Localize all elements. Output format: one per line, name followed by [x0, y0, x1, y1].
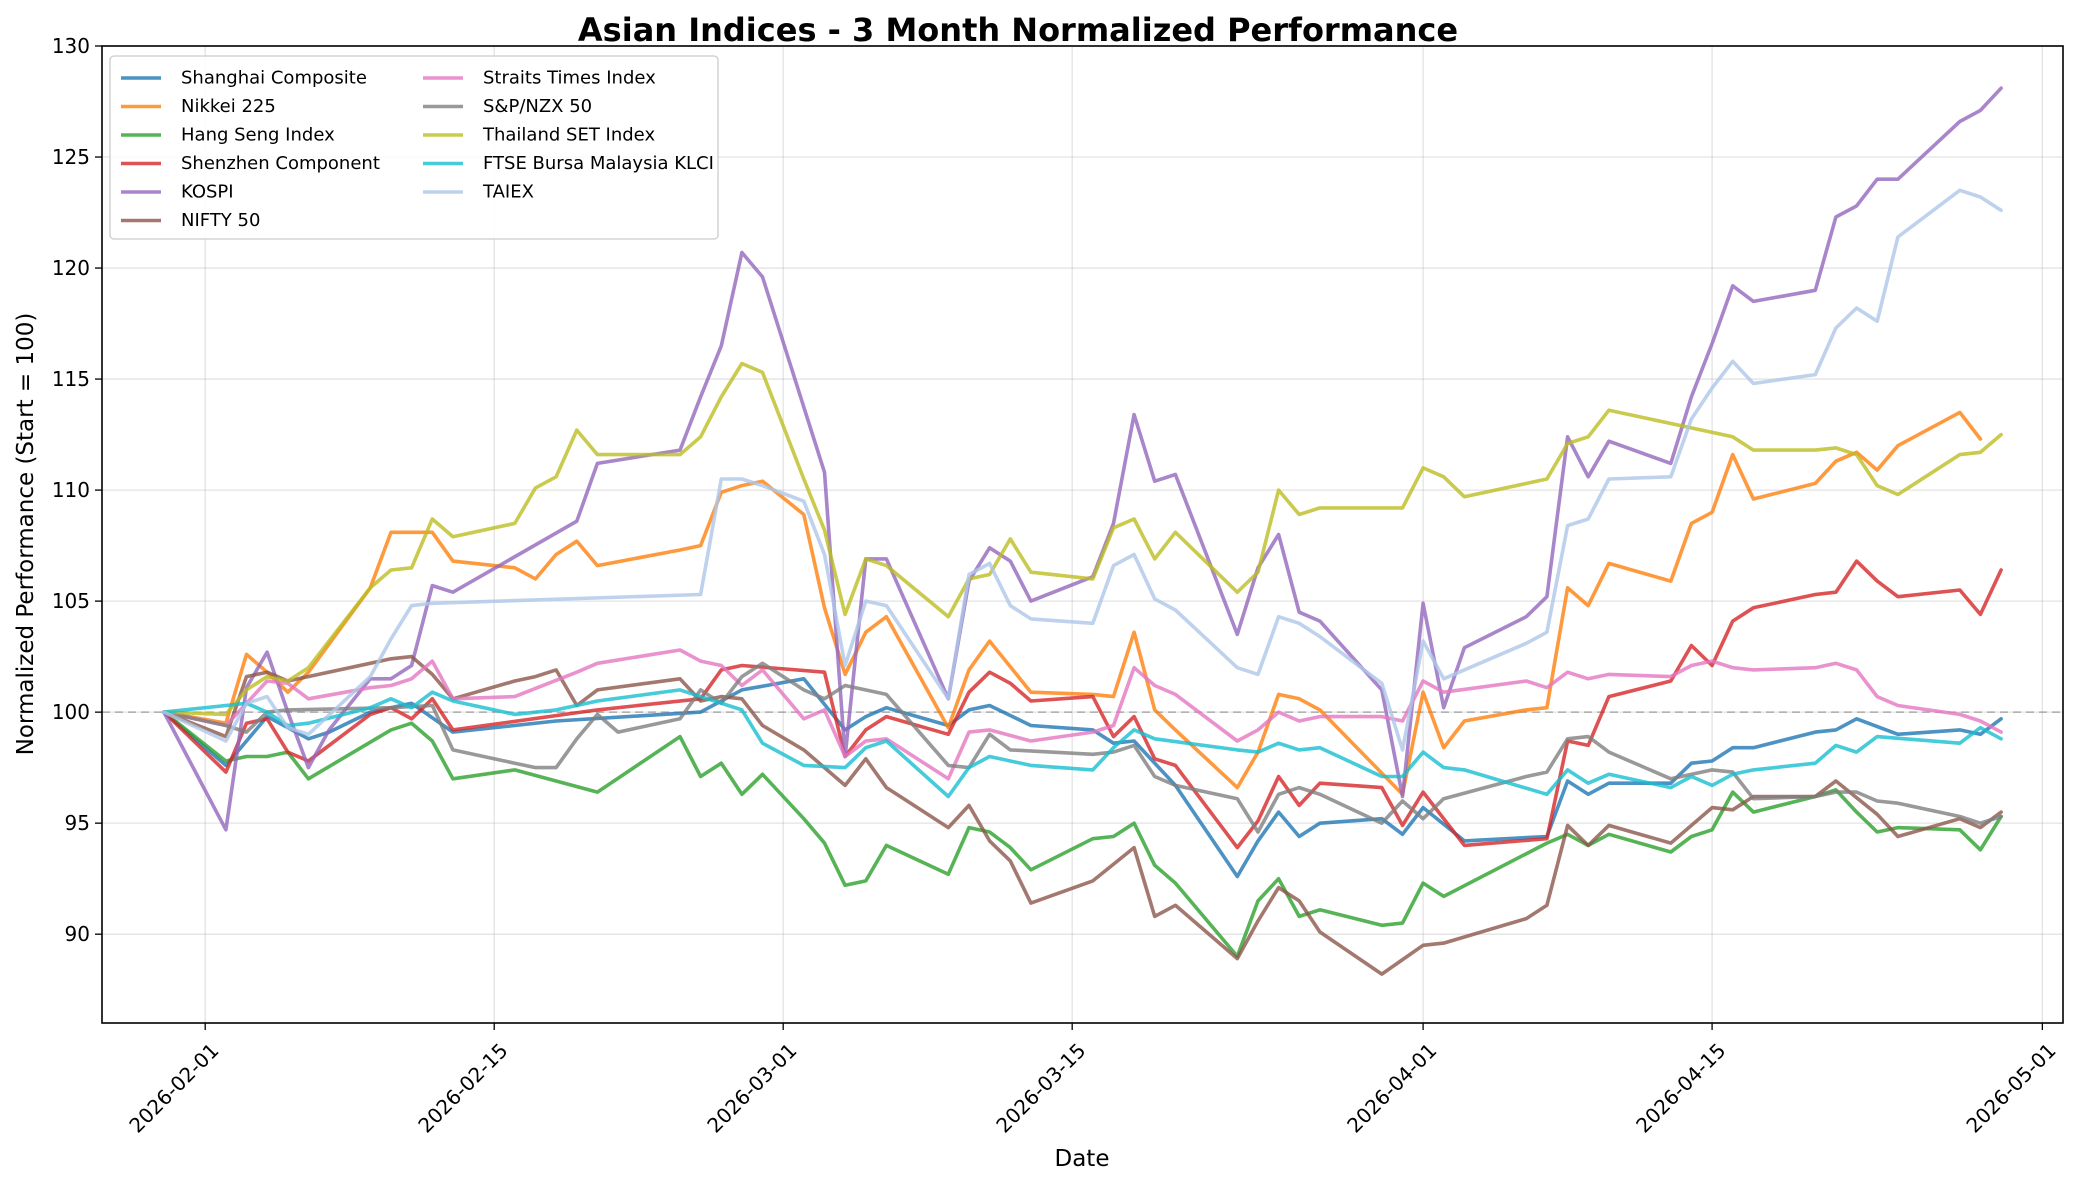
- legend-label: KOSPI: [181, 182, 234, 203]
- legend-label: Straits Times Index: [483, 68, 656, 89]
- x-tick-label: 2026-03-01: [702, 1038, 801, 1137]
- x-tick-label: 2026-05-01: [1961, 1038, 2060, 1137]
- x-tick-label: 2026-03-15: [991, 1038, 1090, 1137]
- x-tick-label: 2026-02-01: [124, 1038, 223, 1137]
- legend-label: Hang Seng Index: [181, 125, 335, 146]
- legend: Shanghai Composite Nikkei 225 Hang Seng In…: [109, 55, 719, 240]
- legend-label: FTSE Bursa Malaysia KLCI: [483, 153, 714, 174]
- legend-label: TAIEX: [482, 182, 534, 203]
- y-tick-label: 90: [65, 922, 90, 946]
- legend-label: Shenzhen Component: [181, 153, 380, 174]
- legend-box: [109, 55, 719, 240]
- legend-label: Nikkei 225: [181, 96, 276, 117]
- y-axis-label: Normalized Performance (Start = 100): [13, 313, 39, 756]
- series-layer: [162, 86, 2003, 976]
- y-tick-label: 105: [52, 589, 90, 613]
- series-line-4: [162, 86, 2003, 832]
- x-axis-label: Date: [1055, 1146, 1110, 1172]
- y-tick-label: 100: [52, 700, 90, 724]
- series-line-1: [162, 410, 1983, 797]
- y-tick-label: 120: [52, 256, 90, 280]
- y-tick-label: 95: [65, 811, 90, 835]
- y-tick-label: 130: [52, 34, 90, 58]
- chart-title: Asian Indices - 3 Month Normalized Perfo…: [578, 11, 1458, 49]
- series-line-6: [162, 648, 2003, 781]
- legend-label: Shanghai Composite: [181, 68, 367, 89]
- series-line-0: [162, 676, 2003, 879]
- y-tick-label: 110: [52, 478, 90, 502]
- series-line-10: [162, 188, 2003, 752]
- series-line-3: [162, 559, 2003, 850]
- series-line-9: [162, 688, 2003, 799]
- x-tick-label: 2026-04-15: [1631, 1038, 1730, 1137]
- x-tick-label: 2026-04-01: [1342, 1038, 1441, 1137]
- y-tick-label: 125: [52, 145, 90, 169]
- legend-label: NIFTY 50: [181, 210, 260, 231]
- series-line-7: [162, 661, 2003, 834]
- series-line-8: [162, 361, 2003, 717]
- x-tick-label: 2026-02-15: [413, 1038, 512, 1137]
- legend-label: S&P/NZX 50: [483, 96, 592, 117]
- series-line-2: [162, 710, 2003, 959]
- legend-label: Thailand SET Index: [482, 125, 655, 146]
- plot-frame: [101, 45, 2064, 1024]
- y-tick-label: 115: [52, 367, 90, 391]
- series-line-5: [162, 654, 2003, 976]
